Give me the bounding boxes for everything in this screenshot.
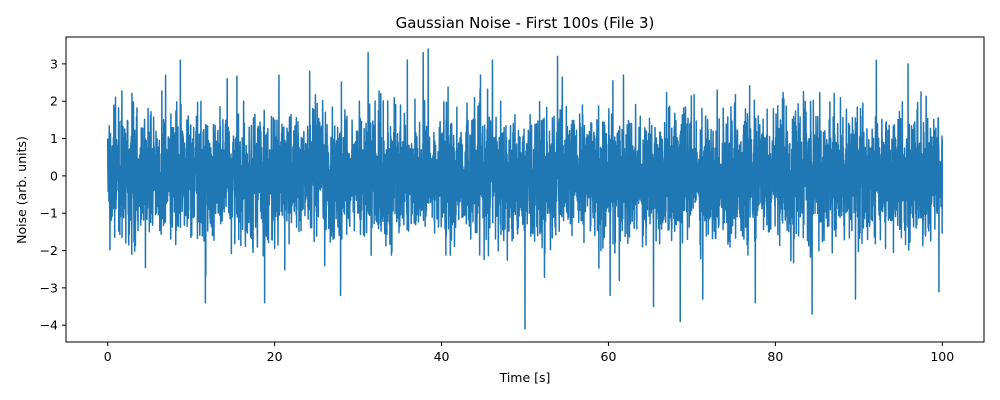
x-tick-label: 60 xyxy=(601,349,617,364)
x-tick-label: 40 xyxy=(434,349,450,364)
y-tick-label: −4 xyxy=(40,318,58,333)
y-axis: −4 −3 −2 −1 0 1 2 3 xyxy=(40,56,66,333)
x-tick-label: 20 xyxy=(267,349,283,364)
y-tick-label: 1 xyxy=(50,131,58,146)
y-axis-label: Noise (arb. units) xyxy=(14,136,29,244)
y-tick-label: 2 xyxy=(50,94,58,109)
series-line xyxy=(106,48,944,330)
y-tick-label: 3 xyxy=(50,56,58,71)
y-tick-label: −1 xyxy=(40,206,58,221)
x-tick-label: 80 xyxy=(767,349,783,364)
x-axis-label: Time [s] xyxy=(499,370,551,385)
x-axis: 0 20 40 60 80 100 xyxy=(104,342,954,364)
y-tick-label: −2 xyxy=(40,243,58,258)
x-tick-label: 0 xyxy=(104,349,112,364)
y-tick-label: −3 xyxy=(40,280,58,295)
x-tick-label: 100 xyxy=(930,349,954,364)
plot-frame xyxy=(65,36,985,343)
y-tick-label: 0 xyxy=(50,168,58,183)
chart-title: Gaussian Noise - First 100s (File 3) xyxy=(396,14,655,32)
